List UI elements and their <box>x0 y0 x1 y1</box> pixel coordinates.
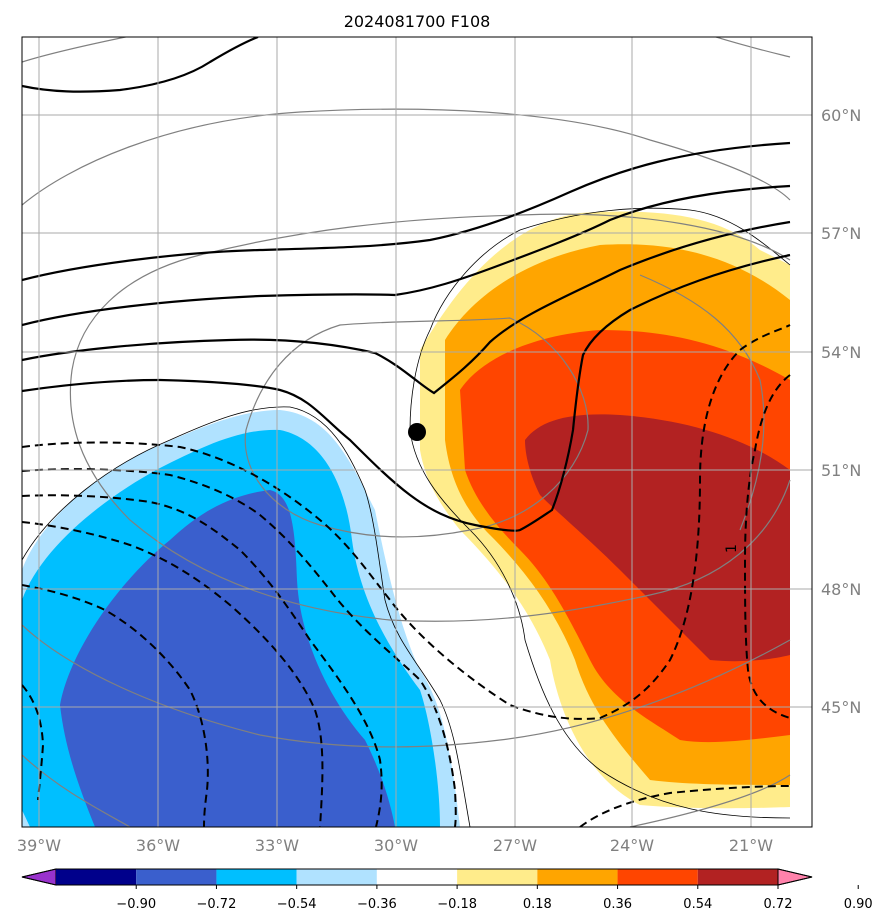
lon-label: 36°W <box>136 836 180 855</box>
colorbar-label: −0.54 <box>277 897 317 912</box>
lon-label: 39°W <box>17 836 61 855</box>
colorbar-label: −0.72 <box>197 897 237 912</box>
lat-label: 54°N <box>821 343 861 362</box>
lat-label: 45°N <box>821 698 861 717</box>
lon-label: 27°W <box>493 836 537 855</box>
lat-label: 60°N <box>821 106 861 125</box>
colorbar-label: 0.54 <box>683 897 712 912</box>
solid-contours <box>22 37 791 532</box>
lat-label: 51°N <box>821 461 861 480</box>
lat-label: 57°N <box>821 224 861 243</box>
lon-label: 24°W <box>610 836 654 855</box>
location-marker <box>408 423 426 441</box>
colorbar-outline <box>21 868 813 886</box>
dashed-contours <box>22 324 791 827</box>
lon-label: 30°W <box>374 836 418 855</box>
colorbar-label: −0.18 <box>437 897 477 912</box>
colorbar-label: −0.36 <box>357 897 397 912</box>
pos-anomaly-darkred-fill <box>525 414 790 662</box>
gridlines <box>22 37 812 827</box>
colorbar-label: 0.72 <box>764 897 793 912</box>
colorbar-label: −0.90 <box>116 897 156 912</box>
colorbar-segment <box>697 869 778 885</box>
neg-anomaly-outline <box>22 406 471 827</box>
colorbar-segment <box>296 869 377 885</box>
colorbar-segment <box>617 869 698 885</box>
pos-anomaly-outline <box>409 207 791 819</box>
colorbar-segment <box>216 869 297 885</box>
colorbar-segment <box>136 869 217 885</box>
colorbar-segment <box>376 869 458 885</box>
figure-title: 2024081700 F108 <box>344 12 491 31</box>
lat-labels: 60°N 57°N 54°N 51°N 48°N 45°N <box>821 106 861 717</box>
gray-contours <box>22 37 791 827</box>
lon-label: 21°W <box>729 836 773 855</box>
colorbar-extend-low <box>21 868 57 886</box>
map-frame <box>21 36 813 828</box>
colorbar-extend-high <box>777 868 813 886</box>
colorbar-label: 0.18 <box>523 897 552 912</box>
lon-label: 33°W <box>255 836 299 855</box>
colorbar-segment <box>56 869 137 885</box>
lat-label: 48°N <box>821 580 861 599</box>
map-area: 1 <box>22 37 812 827</box>
colorbar-segment <box>457 869 538 885</box>
contour-label: 1 <box>724 544 740 553</box>
lon-labels: 39°W 36°W 33°W 30°W 27°W 24°W 21°W <box>17 836 773 855</box>
colorbar: −0.90 −0.72 −0.54 −0.36 −0.18 0.18 0.36 0.54 0.7… <box>21 868 873 912</box>
colorbar-label: 0.90 <box>844 897 873 912</box>
colorbar-segment <box>537 869 618 885</box>
colorbar-label: 0.36 <box>603 897 632 912</box>
